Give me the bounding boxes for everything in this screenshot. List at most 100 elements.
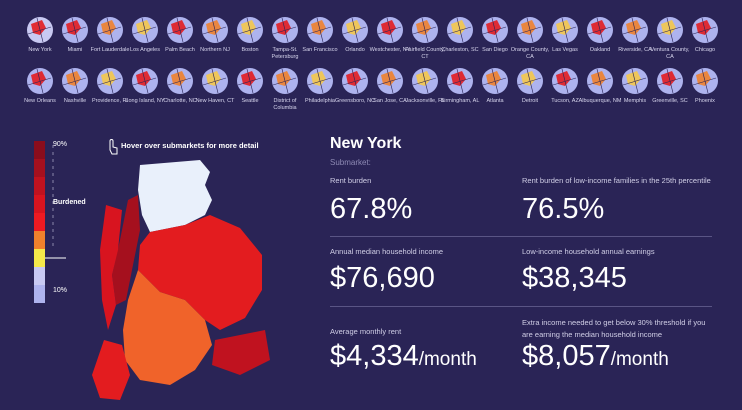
city-shape [381, 20, 396, 35]
city-thumb[interactable] [447, 68, 473, 94]
city-thumb[interactable] [517, 17, 543, 43]
city-thumb[interactable] [202, 17, 228, 43]
city-label: District of Columbia [273, 98, 297, 111]
city-thumb[interactable] [587, 68, 613, 94]
city-thumb[interactable] [377, 68, 403, 94]
city-lines [657, 17, 682, 43]
city-label: Chicago [694, 47, 716, 53]
city-thumb[interactable] [622, 17, 648, 43]
stat-value: 67.8% [330, 193, 412, 226]
city-thumb[interactable] [237, 17, 263, 43]
city-thumb[interactable] [552, 68, 578, 94]
stat-value: $38,345 [522, 262, 627, 295]
city-lines [132, 68, 157, 94]
city-thumb[interactable] [97, 68, 123, 94]
city-label: Atlanta [486, 98, 504, 104]
city-lines [587, 68, 612, 94]
city-label: Tampa-St. Petersburg [271, 47, 299, 60]
city-shape [241, 71, 256, 86]
city-label: Greensboro, NC [334, 98, 376, 104]
city-label: Charlotte, NC [163, 98, 197, 104]
stat-label: Low-income household annual earnings [522, 247, 655, 256]
city-thumb[interactable] [272, 17, 298, 43]
stat-label: Rent burden of low-income families in th… [522, 176, 711, 185]
city-lines [622, 68, 647, 94]
city-lines [412, 17, 437, 43]
city-thumb[interactable] [447, 17, 473, 43]
stat-number: $8,057 [522, 340, 611, 372]
city-thumb[interactable] [27, 17, 53, 43]
city-shape [276, 20, 291, 35]
city-lines [622, 17, 647, 43]
city-shape [416, 20, 431, 35]
city-shape [31, 20, 46, 35]
city-label: Albuquerque, NM [578, 98, 622, 104]
stat-label: Average monthly rent [330, 327, 402, 336]
city-thumb[interactable] [692, 17, 718, 43]
city-shape [206, 71, 221, 86]
city-shape [591, 71, 606, 86]
city-thumb[interactable] [132, 17, 158, 43]
city-thumb[interactable] [657, 17, 683, 43]
city-thumb[interactable] [342, 17, 368, 43]
city-lines [167, 17, 192, 43]
city-thumb[interactable] [167, 17, 193, 43]
detail-title: New York [330, 135, 402, 152]
city-thumb[interactable] [517, 68, 543, 94]
city-thumb[interactable] [552, 17, 578, 43]
stat-label: Rent burden [330, 176, 372, 185]
stat-value: $4,334/month [330, 340, 477, 373]
city-thumb[interactable] [412, 68, 438, 94]
city-thumb[interactable] [377, 17, 403, 43]
city-label: Charleston, SC [441, 47, 479, 53]
city-label: Fairfield County, CT [405, 47, 445, 60]
nyc-map[interactable] [92, 160, 270, 400]
hint: Hover over submarkets for more detail [121, 141, 259, 150]
city-shape [451, 20, 466, 35]
city-thumb[interactable] [622, 68, 648, 94]
stat-number: $4,334 [330, 340, 419, 372]
city-lines [692, 68, 717, 94]
stat-value: $8,057/month [522, 340, 669, 373]
city-shape [346, 20, 361, 35]
city-thumb[interactable] [307, 68, 333, 94]
city-label: Miami [67, 47, 83, 53]
city-thumb[interactable] [167, 68, 193, 94]
city-lines [62, 68, 87, 94]
city-thumb[interactable] [237, 68, 263, 94]
city-lines [587, 17, 612, 43]
city-shape [626, 20, 641, 35]
city-thumb[interactable] [692, 68, 718, 94]
city-thumb[interactable] [342, 68, 368, 94]
city-lines [202, 17, 227, 43]
city-label: Long Island, NY [125, 98, 165, 104]
city-thumb[interactable] [412, 17, 438, 43]
city-thumb[interactable] [132, 68, 158, 94]
city-label: Ventura County, CA [650, 47, 690, 60]
city-lines [412, 68, 437, 94]
city-thumb[interactable] [27, 68, 53, 94]
city-shape [381, 71, 396, 86]
city-thumb[interactable] [97, 17, 123, 43]
city-thumb[interactable] [587, 17, 613, 43]
city-shape [171, 71, 186, 86]
city-lines [692, 17, 717, 43]
city-shape [101, 71, 116, 86]
city-lines [342, 17, 367, 43]
city-thumb[interactable] [62, 68, 88, 94]
city-thumb[interactable] [482, 17, 508, 43]
city-thumb[interactable] [62, 17, 88, 43]
city-lines [27, 17, 52, 43]
city-thumb[interactable] [482, 68, 508, 94]
city-shape [556, 20, 571, 35]
city-label: Riverside, CA [618, 47, 652, 53]
city-label: Northern NJ [200, 47, 230, 53]
city-shape [521, 20, 536, 35]
city-thumb[interactable] [307, 17, 333, 43]
city-thumb[interactable] [202, 68, 228, 94]
city-lines [482, 68, 507, 94]
stat-number: $38,345 [522, 262, 627, 294]
city-thumb[interactable] [272, 68, 298, 94]
city-shape [661, 20, 676, 35]
city-thumb[interactable] [657, 68, 683, 94]
